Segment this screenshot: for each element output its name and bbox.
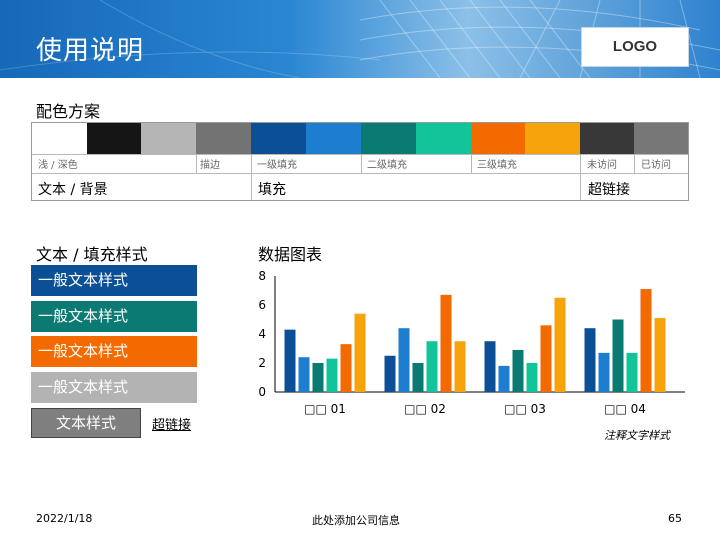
bar <box>426 341 438 392</box>
caption-visited: 已访问 <box>641 160 671 171</box>
footer-date: 2022/1/18 <box>36 512 93 525</box>
caption-fill-1: 一级填充 <box>257 160 297 171</box>
bar <box>454 341 466 392</box>
caption-unvisited: 未访问 <box>587 160 617 171</box>
logo: LOGO <box>581 27 689 67</box>
caption-fill-2: 二级填充 <box>367 160 407 171</box>
caption-fill-3: 三级填充 <box>477 160 517 171</box>
label-fill: 填充 <box>258 182 286 198</box>
bar <box>398 328 410 392</box>
caption-stroke: 描边 <box>200 160 220 171</box>
divider <box>580 154 581 200</box>
footer-company: 此处添加公司信息 <box>312 514 400 527</box>
swatch-light-gray <box>141 123 196 154</box>
bar <box>498 365 510 392</box>
x-category-label: □□ 01 <box>304 402 346 416</box>
style-box-navy: 一般文本样式 <box>31 265 197 296</box>
style-box-orange: 一般文本样式 <box>31 336 197 367</box>
bar <box>340 344 352 392</box>
divider <box>251 154 252 200</box>
chart-title: 数据图表 <box>258 245 323 264</box>
x-category-label: □□ 02 <box>404 402 446 416</box>
styles-title: 文本 / 填充样式 <box>36 245 148 264</box>
palette-table: 浅 / 深色 描边 一级填充 二级填充 三级填充 未访问 已访问 文本 / 背景… <box>31 122 689 201</box>
bar <box>584 328 596 392</box>
bar <box>640 289 652 392</box>
swatch-green <box>416 123 471 154</box>
page-title: 使用说明 <box>36 36 145 66</box>
hyperlink-sample[interactable]: 超链接 <box>152 418 192 433</box>
divider <box>634 154 635 173</box>
bar <box>612 319 624 392</box>
bar <box>298 357 310 392</box>
bar <box>654 318 666 392</box>
x-category-label: □□ 03 <box>504 402 546 416</box>
swatch-dark-gray <box>196 123 251 154</box>
style-box-gray: 一般文本样式 <box>31 372 197 403</box>
swatch-teal <box>361 123 416 154</box>
bar <box>540 325 552 392</box>
swatch-charcoal <box>580 123 634 154</box>
swatch-amber <box>525 123 580 154</box>
bar <box>526 363 538 392</box>
caption-light-dark: 浅 / 深色 <box>38 160 78 171</box>
y-tick-label: 0 <box>258 385 266 399</box>
bar <box>384 355 396 392</box>
bar <box>326 358 338 392</box>
swatch-white <box>32 123 87 154</box>
style-box-dark: 文本样式 <box>31 408 141 438</box>
divider <box>32 154 688 155</box>
label-hyperlink: 超链接 <box>588 182 630 198</box>
annotation-text: 注释文字样式 <box>604 429 670 442</box>
swatch-black <box>87 123 141 154</box>
style-box-teal: 一般文本样式 <box>31 301 197 332</box>
x-category-label: □□ 04 <box>604 402 646 416</box>
page-number: 65 <box>668 512 682 525</box>
swatch-navy <box>251 123 306 154</box>
swatch-orange <box>471 123 525 154</box>
divider <box>32 173 688 174</box>
y-tick-label: 2 <box>258 356 266 370</box>
bar <box>412 363 424 392</box>
divider <box>471 154 472 173</box>
bar <box>312 363 324 392</box>
bar <box>354 313 366 392</box>
divider <box>196 154 197 173</box>
bar <box>626 352 638 392</box>
y-tick-label: 6 <box>258 298 266 312</box>
bar <box>512 349 524 392</box>
divider <box>361 154 362 173</box>
bar <box>484 341 496 392</box>
y-tick-label: 4 <box>258 327 266 341</box>
swatch-blue <box>306 123 361 154</box>
palette-title: 配色方案 <box>36 102 101 121</box>
swatch-gray <box>634 123 688 154</box>
bar-chart: 0 2 4 6 8 □□ 01 □□ 02 □□ 03 □□ 04 <box>258 269 685 416</box>
bar <box>284 329 296 392</box>
bar <box>554 297 566 392</box>
bar <box>440 294 452 392</box>
header-banner: 使用说明 LOGO <box>0 0 720 78</box>
label-text-background: 文本 / 背景 <box>38 182 108 198</box>
bar <box>598 352 610 392</box>
y-tick-label: 8 <box>258 269 266 283</box>
